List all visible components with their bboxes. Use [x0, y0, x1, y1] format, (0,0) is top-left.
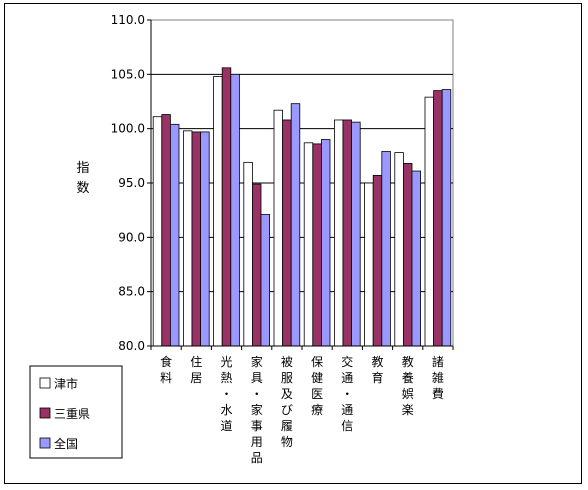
legend-label: 三重県 [54, 407, 90, 421]
bar-津市 [303, 142, 314, 347]
bar-全国 [200, 131, 210, 347]
bar-全国 [351, 121, 361, 347]
chart-frame [4, 3, 582, 484]
x-category-label: 家具・家事用品 [251, 354, 263, 465]
y-tick-label: 80.0 [118, 339, 145, 353]
legend-label: 津市 [54, 376, 78, 391]
x-category-label: 光熱・水道 [220, 355, 232, 433]
bar-三重県 [342, 119, 353, 347]
legend-swatch-三重県 [39, 407, 51, 419]
x-category-label: 教養娯楽 [402, 354, 414, 417]
bar-全国 [260, 214, 271, 347]
x-category-label: 住居 [190, 355, 202, 385]
bar-津市 [182, 130, 193, 347]
legend-label: 全国 [54, 436, 78, 451]
bar-三重県 [282, 119, 292, 347]
bar-三重県 [191, 131, 202, 347]
y-tick-label: 90.0 [118, 230, 145, 244]
bar-全国 [230, 73, 240, 347]
bars [152, 67, 452, 347]
y-tick-label: 110.0 [111, 13, 145, 27]
bar-全国 [290, 103, 301, 347]
bar-三重県 [221, 67, 232, 347]
bar-全国 [411, 170, 422, 347]
y-tick-label: 85.0 [118, 285, 145, 299]
y-axis-title: 指数 [76, 161, 89, 196]
x-category-label: 教育 [371, 354, 383, 385]
y-tick-label: 100.0 [111, 122, 145, 136]
bar-全国 [441, 89, 452, 347]
bar-津市 [243, 161, 253, 347]
x-category-label: 諸雑費 [432, 354, 444, 401]
x-category-label: 被服及び履物 [281, 355, 293, 449]
x-category-label: 保健医療 [311, 355, 323, 417]
bar-津市 [273, 109, 284, 347]
bar-三重県 [402, 163, 413, 347]
legend-swatch-津市 [39, 377, 51, 389]
bar-三重県 [433, 90, 443, 347]
bar-三重県 [372, 174, 383, 347]
bar-津市 [333, 119, 344, 347]
x-category-label: 食料 [160, 354, 172, 385]
bar-全国 [320, 139, 331, 347]
bar-三重県 [251, 183, 262, 347]
bar-津市 [152, 116, 163, 347]
bar-三重県 [161, 114, 171, 347]
x-category-label: 交通・通信 [341, 354, 353, 433]
y-axis-label: 指数 [76, 161, 89, 196]
y-tick-label: 95.0 [118, 176, 145, 190]
bar-全国 [169, 123, 180, 347]
y-tick-labels: 80.0 85.0 90.0 95.0 100.0 105.0 110.0 [111, 13, 151, 353]
bar-津市 [364, 182, 374, 347]
bar-全国 [381, 151, 391, 347]
y-tick-label: 105.0 [111, 67, 145, 81]
bar-津市 [394, 152, 404, 347]
legend-swatch-全国 [39, 437, 51, 449]
bar-津市 [424, 96, 435, 347]
bar-津市 [213, 76, 223, 347]
bar-三重県 [312, 143, 322, 347]
